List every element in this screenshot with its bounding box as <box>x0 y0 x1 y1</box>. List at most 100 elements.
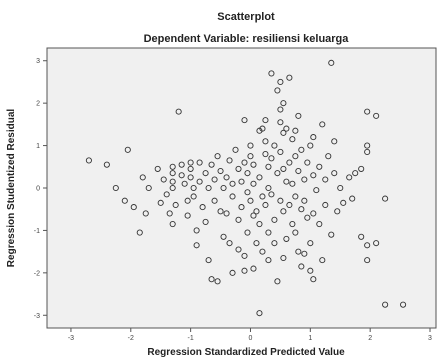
data-point <box>217 208 224 215</box>
data-point <box>196 178 203 185</box>
data-point <box>154 165 161 172</box>
data-point <box>319 121 326 128</box>
data-point <box>301 197 308 204</box>
data-point <box>280 208 287 215</box>
data-point <box>247 142 254 149</box>
data-point <box>316 221 323 228</box>
data-point <box>292 193 299 200</box>
axis-ticks: -3 -2 -1 0 1 2 3 -3 -2 -1 0 1 2 3 <box>34 58 432 342</box>
data-point <box>298 206 305 213</box>
data-point <box>337 184 344 192</box>
data-point <box>304 214 311 221</box>
data-point <box>169 221 176 228</box>
y-tick-label: -3 <box>34 313 40 320</box>
x-tick-label: -1 <box>188 335 194 342</box>
data-point <box>214 278 221 285</box>
data-point <box>85 157 92 164</box>
data-point <box>217 167 224 175</box>
data-point <box>364 108 371 115</box>
data-point <box>265 184 272 192</box>
data-point <box>235 216 242 223</box>
y-tick-label: 1 <box>36 143 40 150</box>
data-point <box>328 59 335 66</box>
data-point <box>208 161 215 168</box>
data-point <box>271 142 278 149</box>
data-point <box>289 136 296 143</box>
data-point <box>211 197 218 204</box>
data-point <box>358 165 365 172</box>
data-point <box>280 165 287 172</box>
data-point <box>181 180 188 187</box>
data-point <box>244 170 251 177</box>
data-point <box>169 178 176 185</box>
data-point <box>283 235 290 242</box>
data-point <box>274 278 281 285</box>
data-point <box>265 229 272 236</box>
data-point <box>277 148 284 155</box>
data-point <box>262 138 269 145</box>
data-point <box>307 240 314 247</box>
data-point <box>184 197 191 204</box>
data-point <box>244 229 251 236</box>
data-point <box>205 257 212 264</box>
data-point <box>310 134 317 141</box>
data-point <box>220 233 227 240</box>
data-point <box>199 204 206 211</box>
data-point <box>130 204 137 211</box>
chart-subtitle: Dependent Variable: resiliensi keluarga <box>144 33 350 45</box>
y-tick-label: -1 <box>34 228 40 235</box>
data-point <box>226 157 233 164</box>
data-point <box>307 267 314 274</box>
data-point <box>364 148 371 155</box>
data-point <box>274 170 281 177</box>
data-point <box>322 201 329 209</box>
data-point <box>283 125 290 132</box>
data-point <box>280 100 287 107</box>
data-point <box>277 197 284 204</box>
data-point <box>169 163 176 170</box>
data-point <box>310 276 317 283</box>
data-point <box>304 159 311 166</box>
data-point <box>268 191 275 198</box>
data-point <box>124 146 131 153</box>
x-tick-label: 2 <box>368 335 372 342</box>
data-point <box>274 87 281 94</box>
data-point <box>331 138 338 145</box>
data-point <box>280 254 287 262</box>
data-point <box>280 129 287 136</box>
data-point <box>235 165 242 172</box>
data-point <box>283 178 290 185</box>
data-point <box>178 172 185 179</box>
data-point <box>244 189 251 196</box>
y-tick-label: -2 <box>34 270 40 277</box>
data-point <box>139 174 146 181</box>
data-point <box>328 231 335 238</box>
data-point <box>226 240 233 247</box>
data-point <box>169 184 176 192</box>
data-point <box>187 174 194 181</box>
data-point <box>190 193 197 200</box>
x-tick-label: 0 <box>249 335 253 342</box>
x-tick-label: -2 <box>128 335 134 342</box>
data-point <box>121 197 128 204</box>
data-point <box>268 70 275 77</box>
data-point <box>286 159 293 166</box>
plot-area <box>46 47 437 329</box>
data-point <box>256 310 263 317</box>
data-point <box>271 216 278 223</box>
data-point <box>319 257 326 264</box>
data-point <box>172 201 179 209</box>
data-point <box>373 240 380 247</box>
x-tick-label: 3 <box>428 335 432 342</box>
data-point <box>112 184 119 192</box>
data-point <box>301 250 308 257</box>
data-point <box>202 218 209 225</box>
data-point <box>358 233 365 240</box>
data-point <box>229 193 236 200</box>
data-point <box>247 197 254 204</box>
data-point <box>364 142 371 149</box>
data-point <box>325 153 332 160</box>
data-point <box>289 180 296 187</box>
data-point <box>178 161 185 168</box>
